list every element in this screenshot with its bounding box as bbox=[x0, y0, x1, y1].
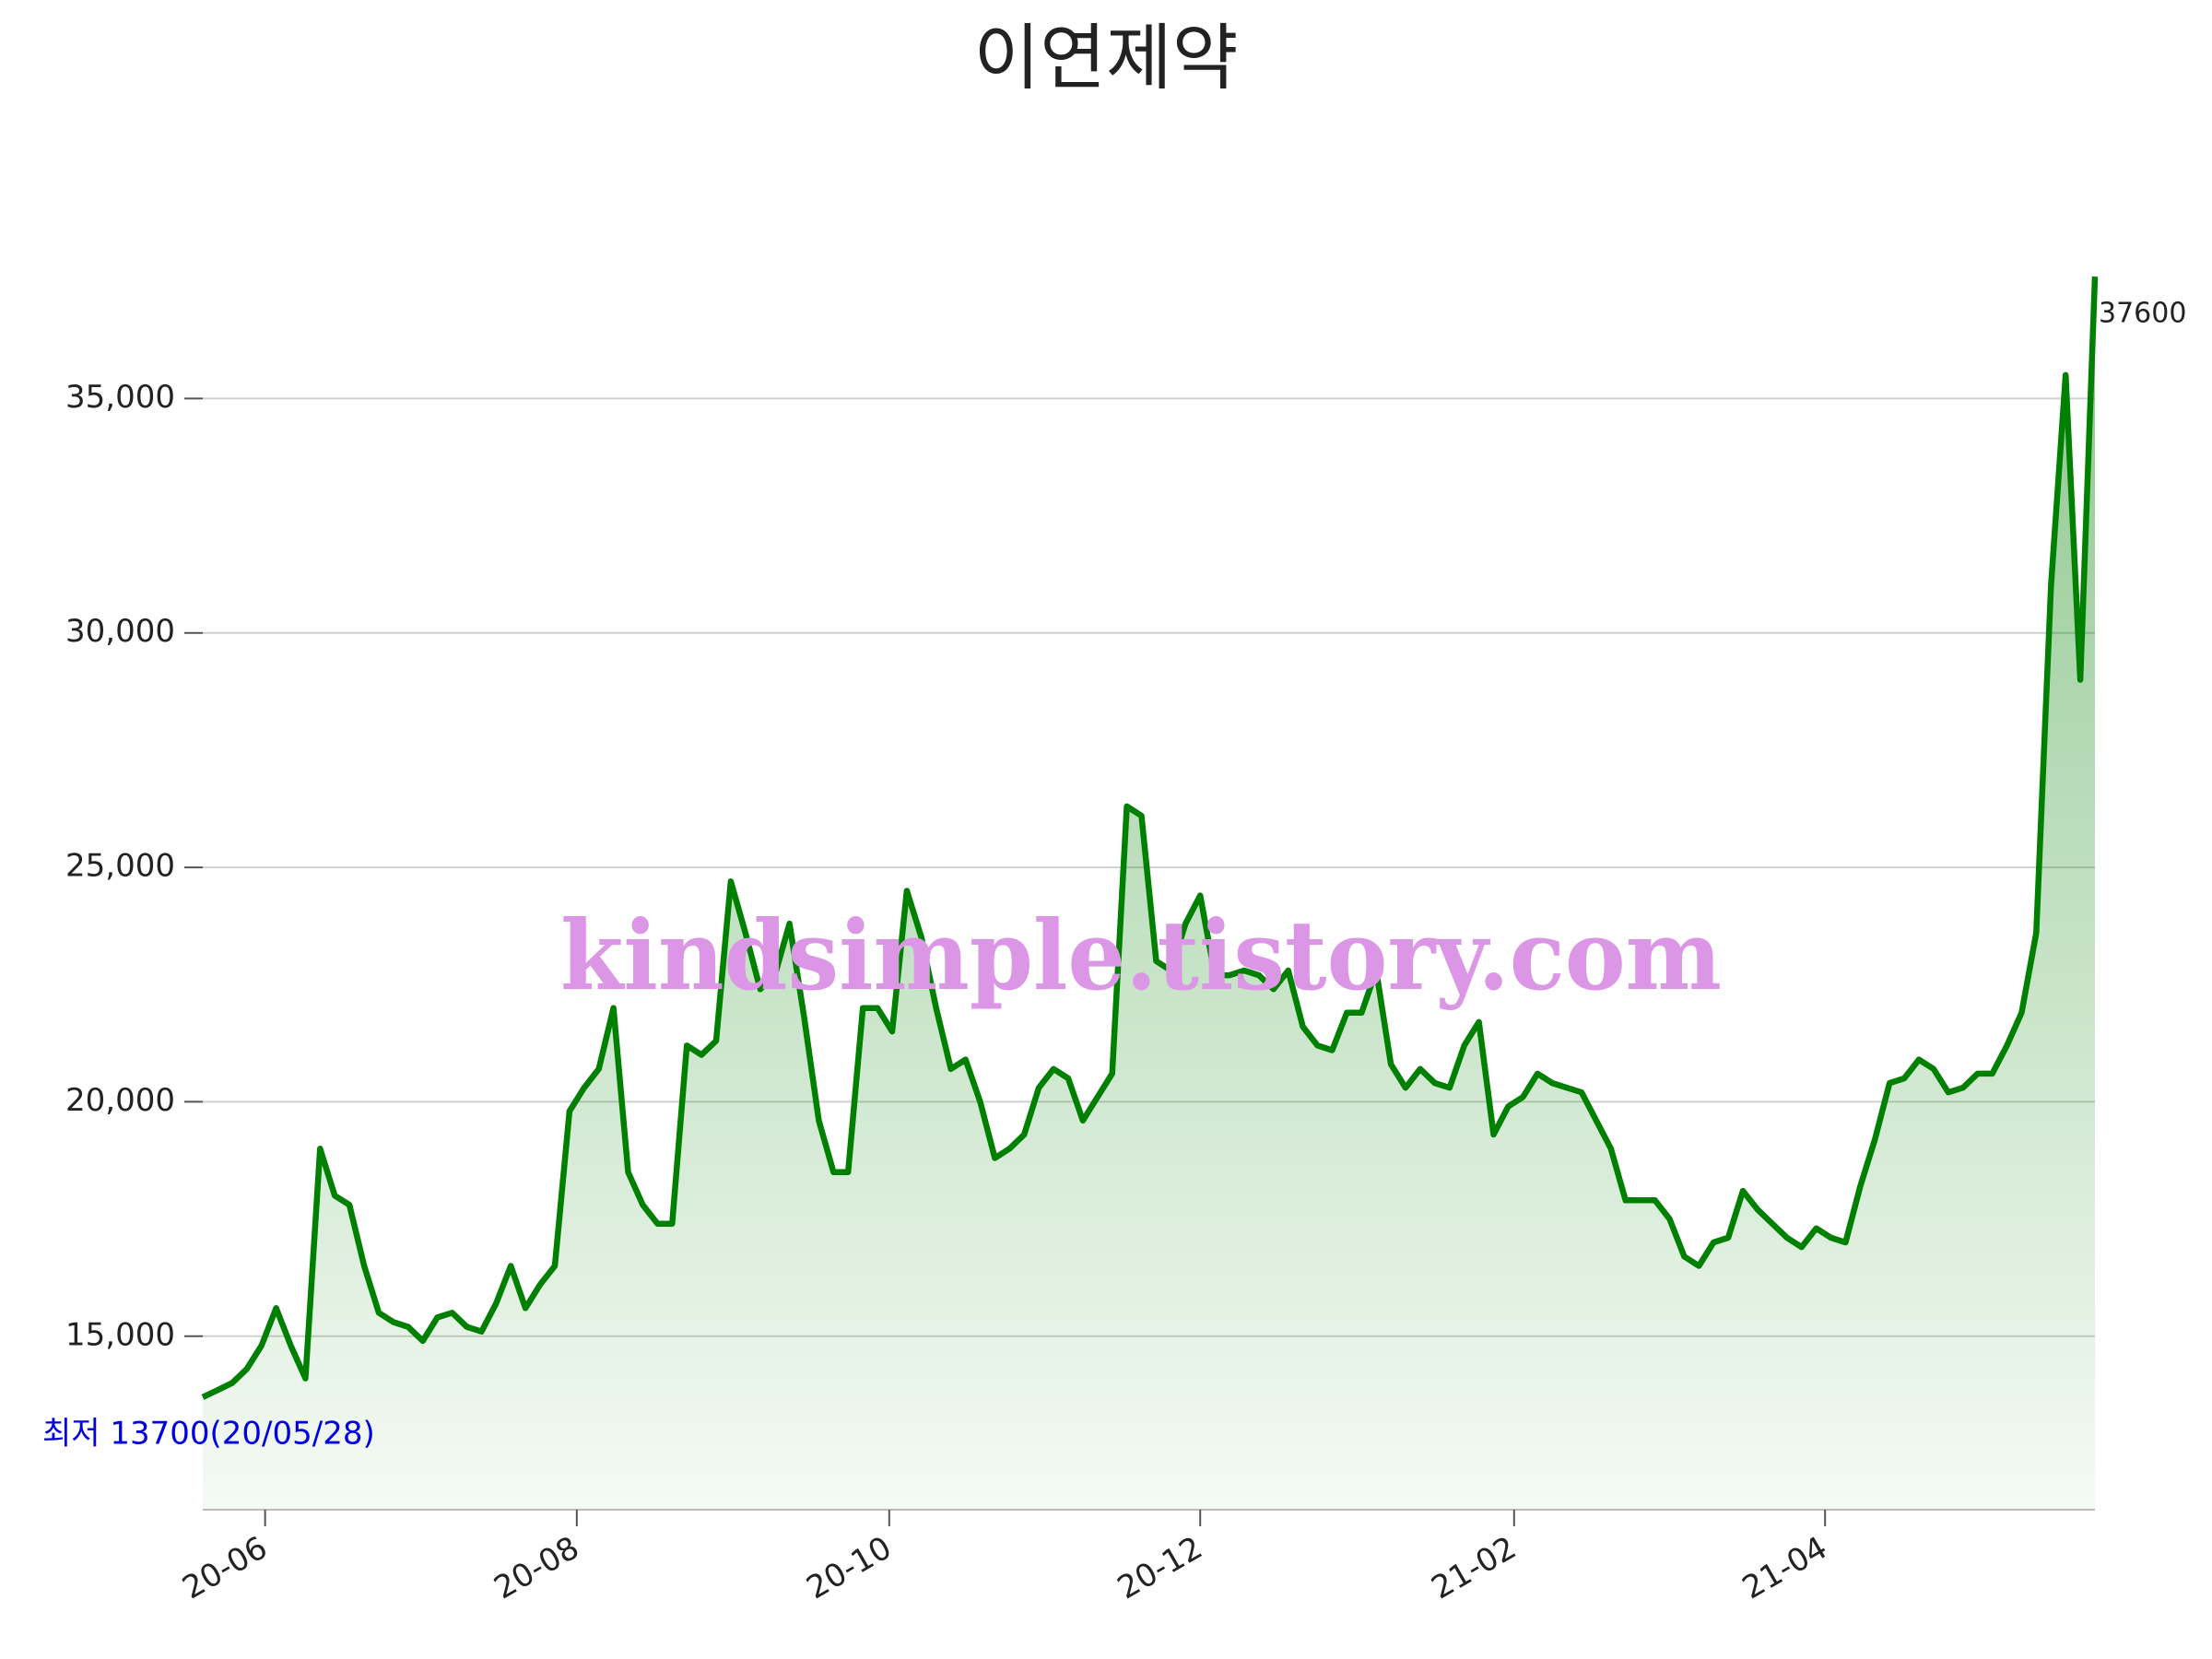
x-tick-label: 20-06 bbox=[176, 1529, 274, 1606]
y-tick-label: 20,000 bbox=[65, 1082, 175, 1119]
y-tick-label: 30,000 bbox=[65, 613, 175, 650]
y-tick-label: 35,000 bbox=[65, 379, 175, 416]
watermark: kindsimple.tistory.com bbox=[560, 899, 1722, 1012]
x-tick-label: 20-10 bbox=[800, 1529, 898, 1606]
x-tick-label: 21-02 bbox=[1425, 1529, 1523, 1606]
chart-title: 이연제약 bbox=[973, 17, 1238, 100]
y-tick-label: 15,000 bbox=[65, 1316, 175, 1353]
line bbox=[201, 276, 2099, 1400]
max-label: 37600 bbox=[2099, 298, 2186, 330]
min-label: 최저 13700(20/05/28) bbox=[42, 1416, 375, 1453]
y-tick-label: 25,000 bbox=[65, 848, 175, 885]
x-tick-label: 21-04 bbox=[1736, 1529, 1834, 1606]
x-tick-label: 20-12 bbox=[1112, 1529, 1209, 1606]
x-tick-label: 20-08 bbox=[488, 1529, 586, 1606]
